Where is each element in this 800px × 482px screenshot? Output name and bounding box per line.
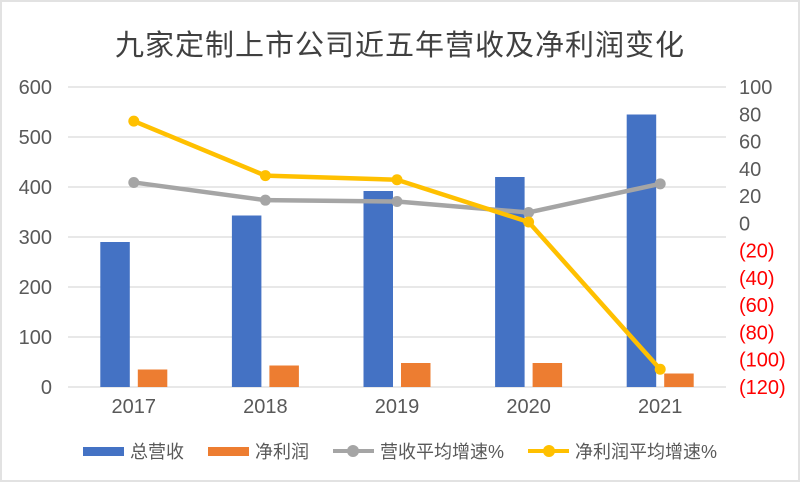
left-axis-tick-label: 600 <box>19 77 52 99</box>
legend-item-profit-growth[interactable]: 净利润平均增速% <box>528 438 717 464</box>
right-axis-tick-label: 0 <box>739 213 750 235</box>
legend-item-total-revenue[interactable]: 总营收 <box>82 438 184 464</box>
left-axis-tick-label: 100 <box>19 327 52 349</box>
right-axis-tick-label: 40 <box>739 159 761 181</box>
right-axis-tick-label: (100) <box>739 350 786 372</box>
left-axis-tick-label: 400 <box>19 177 52 199</box>
right-axis-tick-label: 20 <box>739 186 761 208</box>
right-axis-tick-label: (40) <box>739 268 775 290</box>
legend-swatch-total-revenue <box>82 446 124 456</box>
point-profit-growth-2017 <box>128 115 140 127</box>
x-axis-label: 2017 <box>112 396 157 418</box>
bar-net-profit-2019 <box>401 363 431 387</box>
left-axis-tick-label: 0 <box>41 377 52 399</box>
chart-title: 九家定制上市公司近五年营收及净利润变化 <box>114 30 685 62</box>
bar-net-profit-2020 <box>532 363 563 387</box>
bar-net-profit-2021 <box>664 373 694 387</box>
point-revenue-growth-2021 <box>654 178 666 190</box>
legend-swatch-net-profit <box>207 446 249 456</box>
legend-label-net-profit: 净利润 <box>254 442 309 462</box>
point-profit-growth-2021 <box>654 363 666 375</box>
x-axis-label: 2020 <box>506 396 551 418</box>
point-profit-growth-2020 <box>523 216 535 228</box>
point-revenue-growth-2019 <box>391 196 403 208</box>
bar-net-profit-2018 <box>269 365 299 387</box>
point-profit-growth-2018 <box>259 170 271 182</box>
bar-total-revenue-2017 <box>100 242 130 387</box>
left-axis-tick-label: 500 <box>19 127 52 149</box>
point-revenue-growth-2017 <box>128 176 140 188</box>
point-revenue-growth-2018 <box>259 194 271 206</box>
bar-total-revenue-2018 <box>231 215 262 387</box>
right-axis-tick-label: 100 <box>739 77 772 99</box>
legend-label-revenue-growth: 营收平均增速% <box>379 442 504 462</box>
right-axis-tick-label: 60 <box>739 132 761 154</box>
line-profit-growth <box>131 118 663 372</box>
bar-total-revenue-2021 <box>626 114 657 387</box>
right-axis-tick-label: (60) <box>739 295 775 317</box>
left-axis-tick-label: 300 <box>19 227 52 249</box>
left-axis-tick-label: 200 <box>19 277 52 299</box>
legend-line-marker-revenue-growth-icon <box>332 445 374 457</box>
legend-line-marker-profit-growth-icon <box>528 445 569 457</box>
legend-item-revenue-growth[interactable]: 营收平均增速% <box>332 438 504 464</box>
right-axis-tick-label: (20) <box>739 241 775 263</box>
right-axis-tick-label: (120) <box>739 377 786 399</box>
x-axis-label: 2018 <box>243 396 288 418</box>
legend-item-net-profit[interactable]: 净利润 <box>207 438 309 464</box>
right-axis-tick-label: 80 <box>739 104 761 126</box>
x-axis-label: 2021 <box>638 396 683 418</box>
legend-label-profit-growth: 净利润平均增速% <box>575 442 718 462</box>
x-axis-label: 2019 <box>375 396 420 418</box>
right-axis-tick-label: (80) <box>739 322 775 344</box>
legend: 总营收 净利润 营收平均增速% 净利润平均增速% <box>2 438 798 464</box>
bar-total-revenue-2019 <box>363 191 393 387</box>
legend-label-total-revenue: 总营收 <box>129 442 184 462</box>
point-profit-growth-2019 <box>391 174 403 186</box>
bar-net-profit-2017 <box>137 369 168 387</box>
point-revenue-growth-2020 <box>523 206 535 218</box>
